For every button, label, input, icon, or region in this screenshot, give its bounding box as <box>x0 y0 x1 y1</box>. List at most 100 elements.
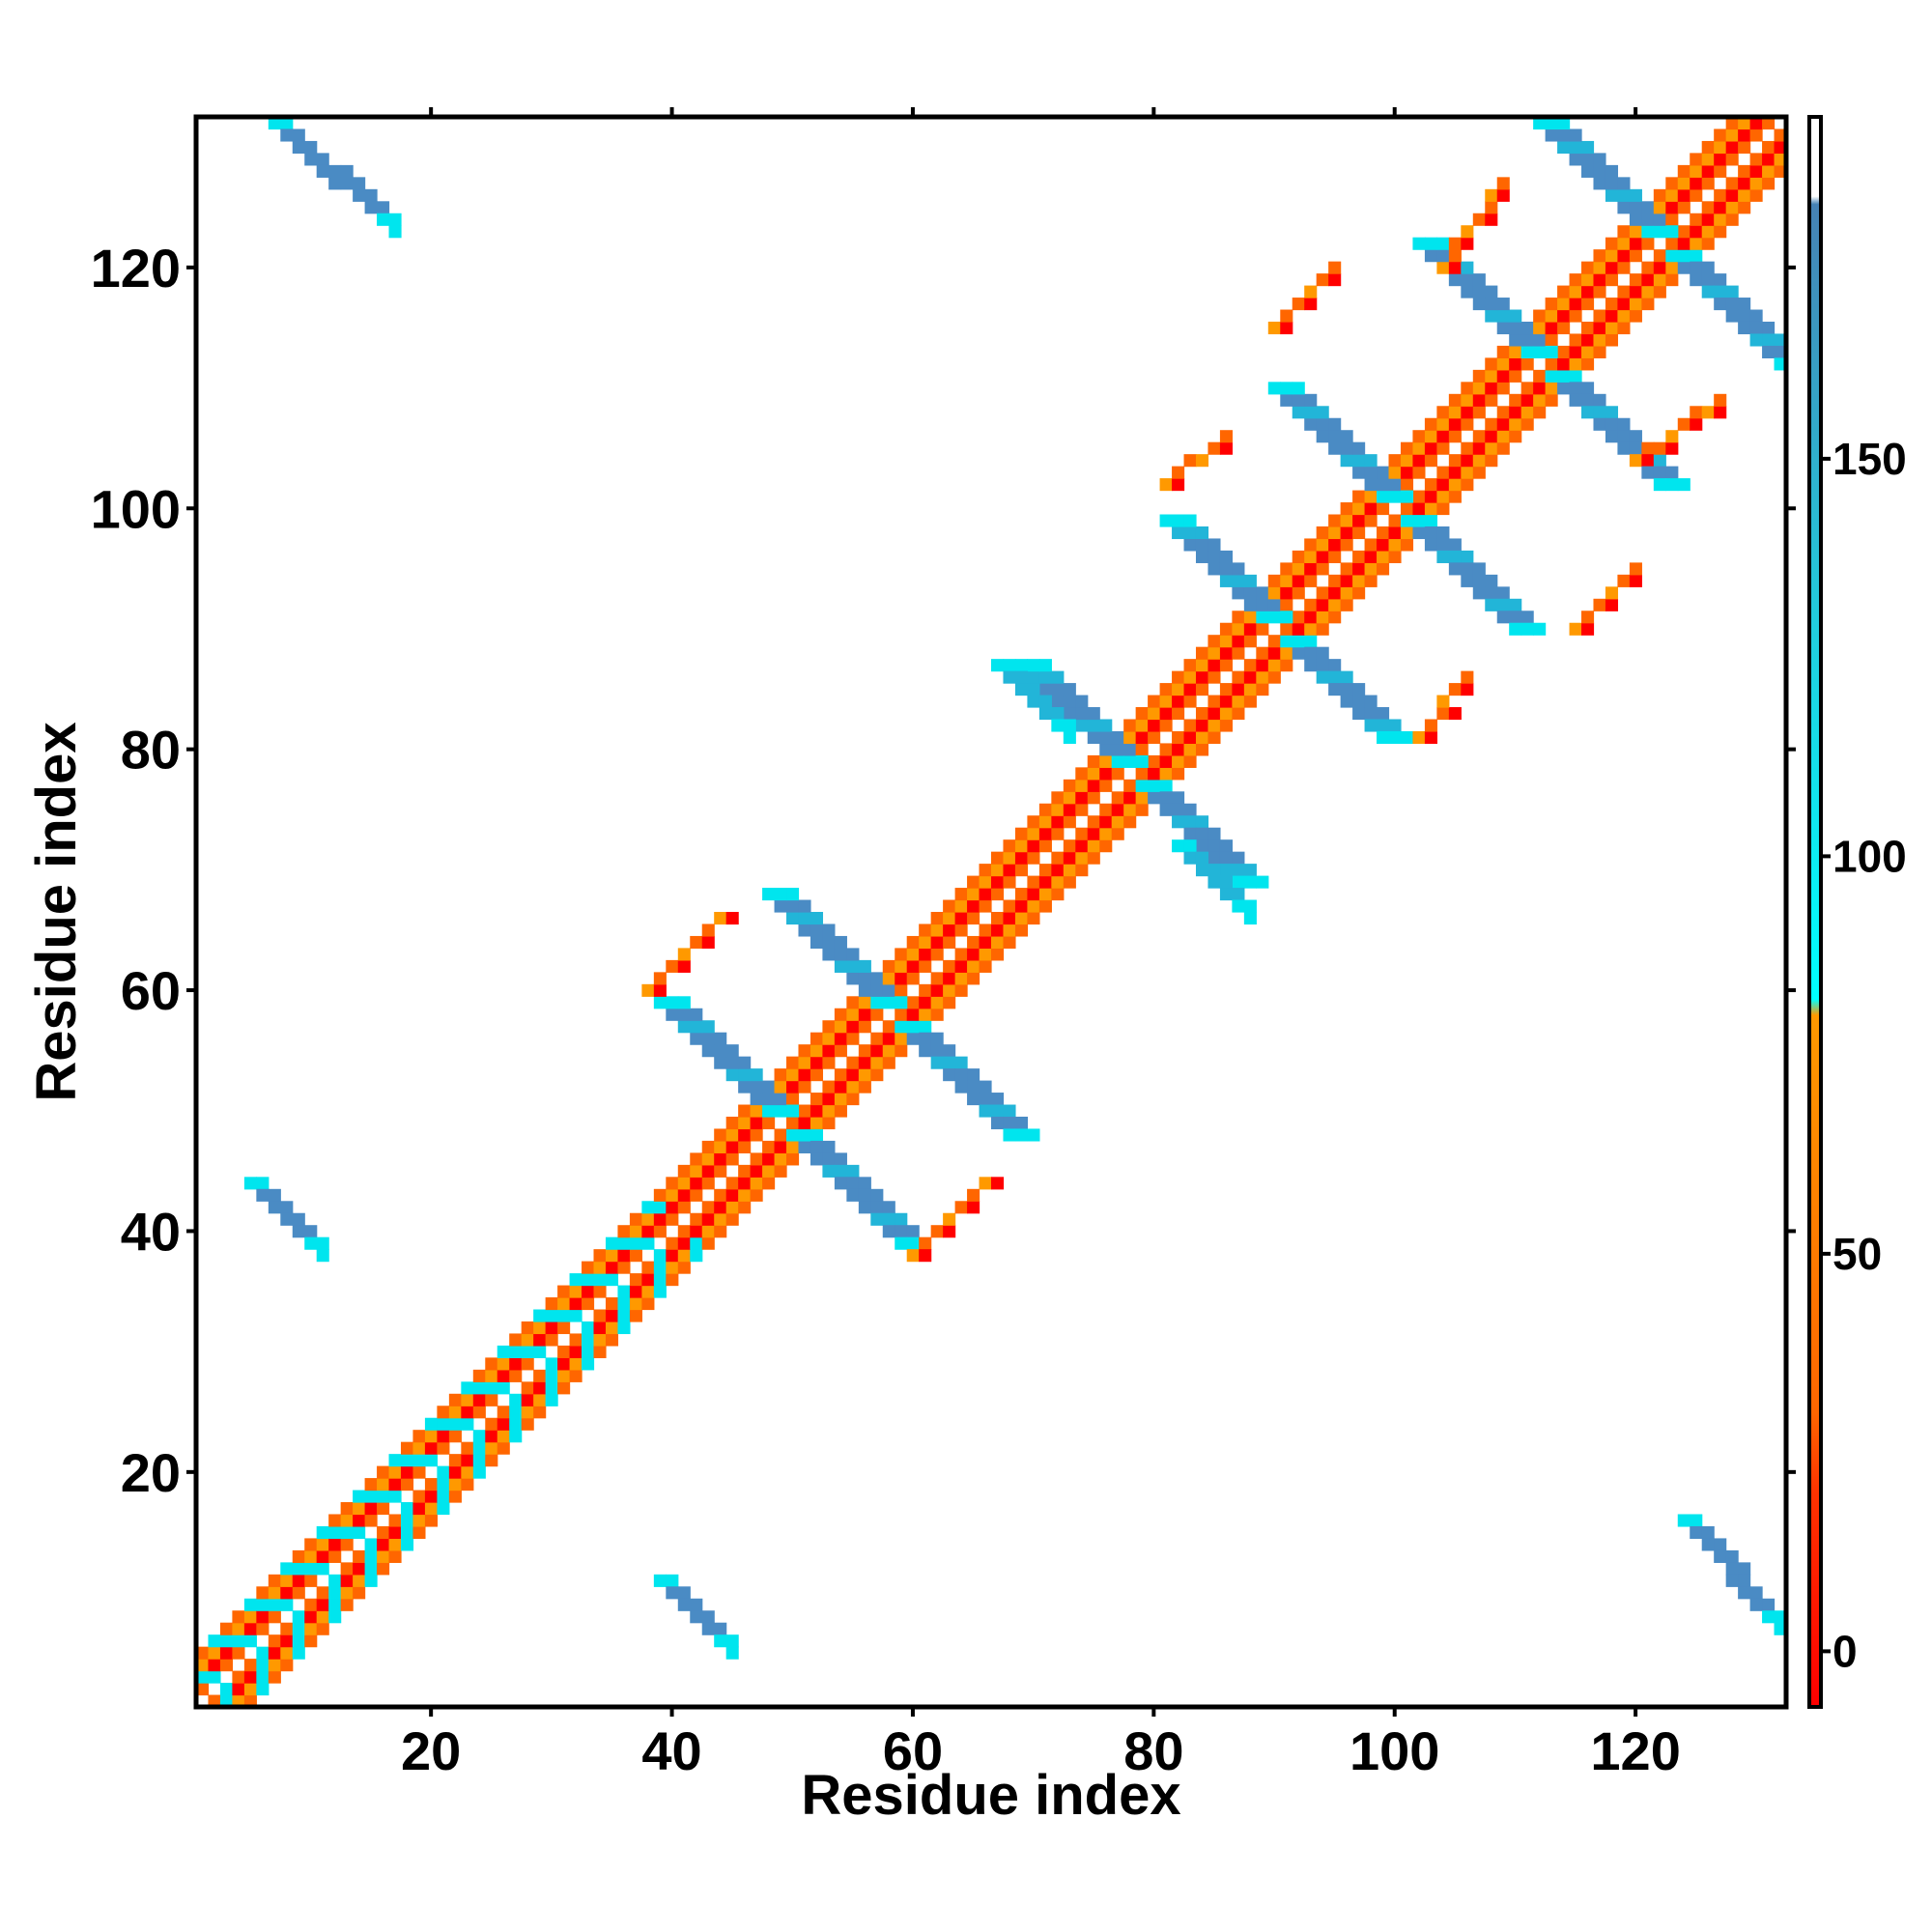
heatmap-cell <box>437 1441 450 1455</box>
heatmap-cell <box>521 1417 534 1431</box>
heatmap-cell <box>1400 514 1414 527</box>
heatmap-cell <box>545 1357 558 1371</box>
heatmap-cell <box>786 899 800 913</box>
heatmap-cell <box>701 1164 715 1178</box>
heatmap-cell <box>1738 201 1751 214</box>
heatmap-cell <box>1520 393 1534 407</box>
heatmap-cell <box>1232 695 1245 708</box>
heatmap-cell <box>1424 417 1437 431</box>
heatmap-cell <box>1485 417 1498 431</box>
heatmap-cell <box>1027 888 1040 901</box>
heatmap-cell <box>1629 225 1642 239</box>
heatmap-cell <box>461 1478 474 1492</box>
heatmap-cell <box>497 1406 510 1419</box>
heatmap-cell <box>292 128 305 142</box>
heatmap-cell <box>1316 598 1329 611</box>
heatmap-cell <box>725 1201 739 1214</box>
heatmap-cell <box>1316 646 1329 660</box>
heatmap-cell <box>1629 562 1642 576</box>
heatmap-cell <box>424 1417 438 1431</box>
heatmap-cell <box>1388 719 1402 732</box>
heatmap-cell <box>1701 285 1715 298</box>
heatmap-cell <box>1183 514 1197 527</box>
heatmap-cell <box>1159 478 1173 492</box>
heatmap-cell <box>1038 670 1052 684</box>
heatmap-cell <box>690 1152 703 1166</box>
heatmap-cell <box>870 1212 884 1226</box>
heatmap-cell <box>1038 815 1052 829</box>
heatmap-cell <box>1219 441 1233 455</box>
heatmap-cell <box>750 1093 763 1106</box>
heatmap-cell <box>834 935 847 950</box>
heatmap-cell <box>268 1586 281 1600</box>
heatmap-cell <box>1292 406 1305 419</box>
heatmap-cell <box>1461 574 1474 587</box>
heatmap-cell <box>1328 670 1342 684</box>
heatmap-cell <box>377 1538 390 1551</box>
heatmap-cell <box>243 1622 257 1635</box>
heatmap-cell <box>533 1381 547 1395</box>
heatmap-cell <box>677 1586 691 1600</box>
heatmap-cell <box>1461 478 1474 492</box>
heatmap-cell <box>1388 550 1402 563</box>
heatmap-cell <box>1208 646 1221 660</box>
heatmap-cell <box>1111 754 1124 768</box>
heatmap-cell <box>1316 550 1329 563</box>
heatmap-cell <box>461 1454 474 1467</box>
heatmap-cell <box>1485 598 1498 611</box>
heatmap-cell <box>1243 635 1257 648</box>
heatmap-cell <box>1159 803 1173 816</box>
heatmap-cell <box>967 972 980 985</box>
heatmap-cell <box>1509 430 1522 443</box>
heatmap-cell <box>1087 707 1100 721</box>
heatmap-cell <box>1232 646 1245 660</box>
heatmap-cell <box>569 1309 582 1322</box>
heatmap-cell <box>328 1538 342 1551</box>
heatmap-cell <box>1545 369 1558 383</box>
heatmap-cell <box>1304 574 1318 587</box>
heatmap-cell <box>1208 550 1221 563</box>
x-tick-label: 40 <box>641 1720 701 1781</box>
heatmap-cell <box>521 1381 534 1395</box>
x-tick-label: 120 <box>1590 1720 1680 1781</box>
heatmap-cell <box>1545 128 1558 142</box>
heatmap-cell <box>437 1430 450 1443</box>
heatmap-cell <box>256 1659 270 1672</box>
heatmap-cell <box>725 912 739 925</box>
heatmap-cell <box>1629 273 1642 287</box>
heatmap-cell <box>328 177 342 190</box>
heatmap-cell <box>1159 683 1173 696</box>
heatmap-cell <box>485 1441 498 1455</box>
heatmap-cell <box>497 1357 510 1371</box>
heatmap-cell <box>1617 201 1631 214</box>
heatmap-cell <box>1593 153 1606 166</box>
heatmap-cell <box>1496 188 1510 202</box>
heatmap-cell <box>1051 827 1065 840</box>
heatmap-cell <box>1485 454 1498 468</box>
heatmap-cell <box>1377 562 1390 576</box>
y-axis-title: Residue index <box>25 722 88 1101</box>
heatmap-cell <box>1412 730 1426 745</box>
heatmap-cell <box>1400 538 1414 552</box>
heatmap-cell <box>954 959 968 973</box>
heatmap-cell <box>906 1225 920 1238</box>
heatmap-cell <box>666 1188 679 1202</box>
heatmap-cell <box>424 1502 438 1516</box>
colorbar-fill <box>1809 117 1821 1707</box>
heatmap-cell <box>364 1538 378 1551</box>
heatmap-cell <box>822 948 836 961</box>
heatmap-cell <box>1172 730 1185 745</box>
heatmap-cell <box>1340 441 1353 455</box>
heatmap-cell <box>653 1212 667 1226</box>
heatmap-cell <box>533 1333 547 1347</box>
heatmap-cell <box>243 1683 257 1696</box>
heatmap-cell <box>979 1104 992 1118</box>
heatmap-cell <box>1629 237 1642 250</box>
heatmap-cell <box>1267 574 1281 587</box>
heatmap-cell <box>1448 707 1462 721</box>
heatmap-cell <box>858 983 871 997</box>
heatmap-cell <box>786 1140 800 1153</box>
heatmap-cell <box>666 1212 679 1226</box>
heatmap-cell <box>472 1369 486 1382</box>
heatmap-cell <box>979 899 992 913</box>
